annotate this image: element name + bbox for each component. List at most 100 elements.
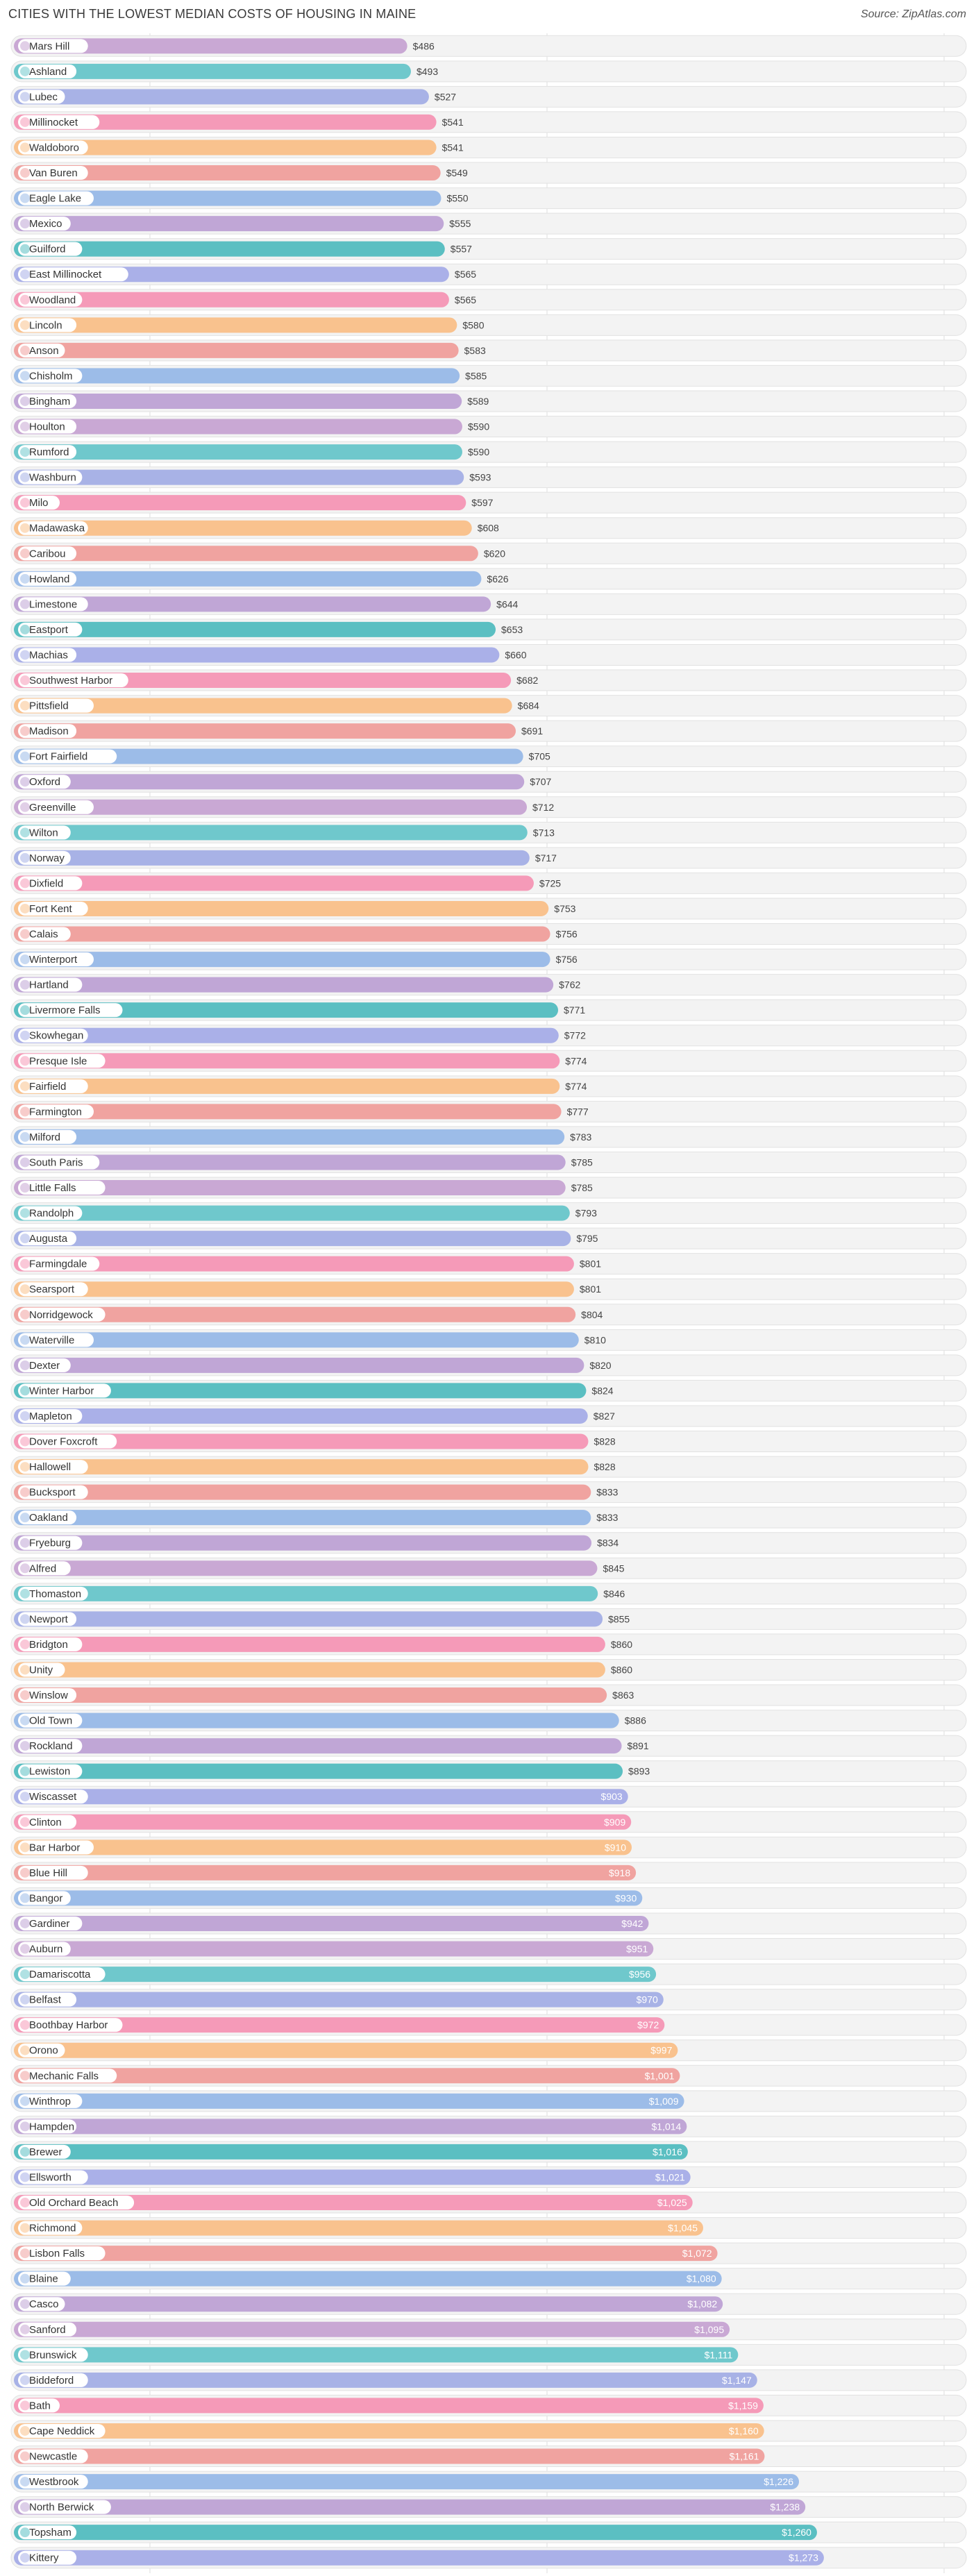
category-label-pill	[18, 2423, 106, 2438]
bar	[14, 1104, 562, 1120]
value-label: $660	[505, 649, 526, 660]
category-marker	[20, 675, 30, 686]
category-marker	[20, 1411, 30, 1421]
value-label: $590	[468, 421, 489, 432]
bar	[14, 1180, 566, 1196]
category-marker	[20, 1436, 30, 1447]
category-label-pill	[18, 1942, 71, 1956]
category-label: Mapleton	[29, 1411, 72, 1422]
category-label: Wiscasset	[29, 1791, 77, 1803]
category-marker	[20, 1386, 30, 1396]
category-marker	[20, 1918, 30, 1928]
category-label-pill	[18, 1535, 83, 1550]
category-marker	[20, 2071, 30, 2081]
bar	[14, 1967, 657, 1982]
bar	[14, 393, 462, 409]
bar	[14, 977, 554, 993]
category-marker	[20, 2172, 30, 2182]
category-label-pill	[18, 217, 71, 231]
category-marker	[20, 802, 30, 812]
category-marker	[20, 1513, 30, 1523]
category-marker	[20, 929, 30, 939]
category-label-pill	[18, 39, 88, 53]
category-label: Casco	[29, 2298, 59, 2310]
bar	[14, 1840, 632, 1855]
category-marker	[20, 92, 30, 102]
category-label-pill	[18, 800, 94, 814]
category-label: Bangor	[29, 1892, 62, 1904]
category-marker	[20, 1665, 30, 1675]
value-label: $1,147	[722, 2375, 752, 2386]
category-marker	[20, 2451, 30, 2461]
chart-source: Source: ZipAtlas.com	[860, 8, 966, 20]
category-marker	[20, 244, 30, 254]
category-marker	[20, 168, 30, 178]
value-label: $785	[571, 1156, 593, 1168]
category-label: Limestone	[29, 598, 77, 610]
value-label: $608	[478, 523, 499, 534]
bar	[14, 1535, 592, 1551]
category-label-pill	[18, 1155, 100, 1170]
category-label: Mexico	[29, 218, 62, 230]
bar	[14, 2347, 739, 2363]
category-label-pill	[18, 1637, 83, 1651]
category-label-pill	[18, 470, 83, 485]
value-label: $951	[626, 1944, 648, 1955]
value-label: $684	[518, 700, 539, 712]
category-label: Newport	[29, 1613, 69, 1625]
category-label-pill	[18, 115, 100, 129]
category-label: Bridgton	[29, 1639, 68, 1651]
bar	[14, 1332, 579, 1348]
category-marker	[20, 599, 30, 609]
category-label: Eastport	[29, 624, 69, 636]
category-label: Ashland	[29, 66, 67, 78]
value-label: $1,080	[687, 2273, 716, 2284]
category-marker	[20, 1944, 30, 1954]
category-label: Clinton	[29, 1817, 62, 1828]
bar	[14, 1002, 559, 1018]
category-label-pill	[18, 1028, 88, 1043]
category-marker	[20, 1614, 30, 1624]
category-marker	[20, 294, 30, 305]
category-label: Millinocket	[29, 117, 78, 128]
category-marker	[20, 1462, 30, 1472]
bar	[14, 1814, 632, 1830]
bar	[14, 2448, 765, 2464]
category-label: Gardiner	[29, 1918, 69, 1930]
value-label: $833	[596, 1487, 618, 1498]
category-label: Rockland	[29, 1740, 73, 1752]
bar	[14, 2525, 817, 2541]
category-marker	[20, 1639, 30, 1649]
category-label: Fryeburg	[29, 1538, 71, 1549]
value-label: $828	[594, 1461, 615, 1472]
category-marker	[20, 1258, 30, 1269]
category-label-pill	[18, 1891, 71, 1905]
category-label-pill	[18, 1561, 71, 1576]
value-label: $804	[581, 1309, 603, 1320]
category-label: Searsport	[29, 1283, 75, 1295]
category-label-pill	[18, 648, 77, 662]
bar	[14, 1789, 628, 1805]
category-label: Norway	[29, 852, 65, 864]
value-label: $891	[628, 1740, 649, 1751]
category-label: Calais	[29, 929, 58, 941]
value-label: $785	[571, 1182, 593, 1193]
category-label: Rumford	[29, 446, 69, 458]
category-marker	[20, 1157, 30, 1168]
category-label: Howland	[29, 573, 69, 585]
bar	[14, 165, 441, 181]
category-label-pill	[18, 521, 88, 535]
bar	[14, 2068, 680, 2084]
value-label: $1,238	[770, 2502, 800, 2513]
value-label: $557	[451, 244, 472, 255]
category-label: Mars Hill	[29, 40, 69, 52]
value-label: $583	[464, 345, 486, 356]
value-label: $1,159	[728, 2400, 758, 2411]
category-label-pill	[18, 927, 71, 941]
category-label-pill	[18, 775, 71, 789]
category-marker	[20, 2375, 30, 2385]
category-label-pill	[18, 1408, 83, 1423]
bar	[14, 673, 512, 689]
bar	[14, 1510, 591, 1526]
category-label: Norridgewock	[29, 1309, 93, 1321]
